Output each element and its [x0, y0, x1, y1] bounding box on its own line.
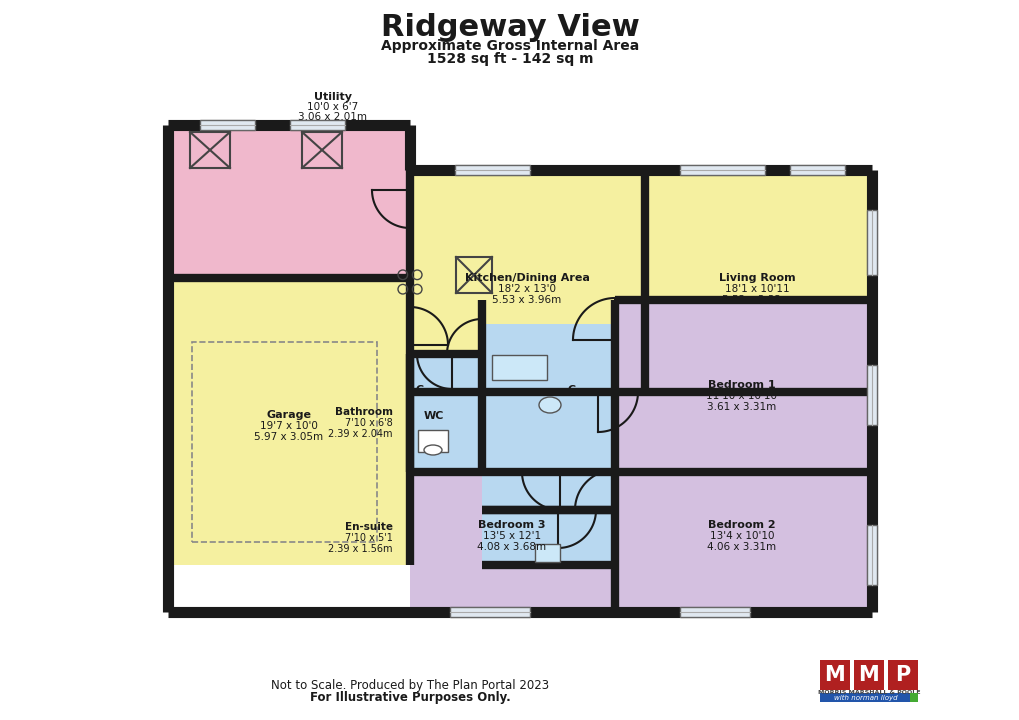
Text: Bedroom 3: Bedroom 3	[478, 520, 545, 530]
Bar	[302, 132, 341, 168]
Text: Approximate Gross Internal Area: Approximate Gross Internal Area	[380, 39, 639, 53]
Text: C: C	[416, 385, 424, 395]
Text: 7'10 x 6'8: 7'10 x 6'8	[344, 418, 392, 428]
Bar	[819, 660, 849, 690]
Text: 4.06 x 3.31m: 4.06 x 3.31m	[707, 542, 775, 552]
Text: Living Room: Living Room	[718, 273, 795, 283]
Bar	[168, 278, 410, 565]
Bar	[491, 355, 546, 380]
Text: Garage: Garage	[266, 410, 311, 420]
Bar	[455, 257, 491, 293]
Text: 5.97 x 3.05m: 5.97 x 3.05m	[254, 432, 323, 442]
Text: with norman lloyd: with norman lloyd	[834, 695, 897, 701]
Bar	[790, 165, 844, 175]
Text: Bedroom 2: Bedroom 2	[707, 520, 775, 530]
Text: Not to Scale. Produced by The Plan Portal 2023: Not to Scale. Produced by The Plan Porta…	[271, 678, 548, 691]
Text: 5.52 x 3.32m: 5.52 x 3.32m	[721, 295, 791, 305]
Text: 3.06 x 2.01m: 3.06 x 2.01m	[299, 112, 367, 122]
Bar	[410, 392, 644, 472]
Bar	[866, 525, 876, 585]
Bar	[819, 693, 917, 702]
Text: Kitchen/Dining Area: Kitchen/Dining Area	[464, 273, 589, 283]
Bar	[418, 430, 447, 452]
Text: Ridgeway View: Ridgeway View	[380, 12, 639, 42]
Bar	[614, 469, 871, 612]
Text: 18'1 x 10'11: 18'1 x 10'11	[723, 284, 789, 294]
Bar	[614, 300, 871, 472]
Bar	[454, 165, 530, 175]
Text: WC: WC	[424, 411, 443, 421]
Ellipse shape	[538, 397, 560, 413]
Bar	[192, 342, 377, 542]
Text: P: P	[895, 665, 910, 685]
Bar	[866, 365, 876, 425]
Text: 2.39 x 2.04m: 2.39 x 2.04m	[328, 429, 392, 439]
Bar	[482, 510, 614, 565]
Bar	[680, 165, 764, 175]
Text: 10'0 x 6'7: 10'0 x 6'7	[307, 102, 359, 112]
Bar	[680, 607, 749, 617]
Text: MORRIS MARSHALL & POOLE: MORRIS MARSHALL & POOLE	[817, 690, 919, 695]
Text: C: C	[568, 385, 576, 395]
Text: En-suite: En-suite	[344, 522, 392, 532]
Bar	[644, 170, 871, 392]
Text: For Illustrative Purposes Only.: For Illustrative Purposes Only.	[310, 691, 510, 704]
Bar	[535, 544, 559, 562]
Text: 13'5 x 12'1: 13'5 x 12'1	[482, 531, 540, 541]
Text: 4.08 x 3.68m: 4.08 x 3.68m	[477, 542, 546, 552]
Bar	[289, 120, 344, 130]
Text: M: M	[823, 665, 845, 685]
Bar	[410, 170, 644, 392]
Bar	[909, 693, 917, 702]
Bar	[410, 354, 482, 472]
Bar	[410, 469, 614, 612]
Text: 18'2 x 13'0: 18'2 x 13'0	[497, 284, 555, 294]
Text: 7'10 x 5'1: 7'10 x 5'1	[344, 533, 392, 543]
Text: 19'7 x 10'0: 19'7 x 10'0	[260, 421, 318, 431]
Text: 13'4 x 10'10: 13'4 x 10'10	[709, 531, 773, 541]
Text: 1528 sq ft - 142 sq m: 1528 sq ft - 142 sq m	[426, 52, 593, 66]
Text: M: M	[858, 665, 878, 685]
Bar	[853, 660, 883, 690]
Bar	[200, 120, 255, 130]
Bar	[168, 130, 410, 278]
Bar	[482, 324, 614, 510]
Text: 2.39 x 1.56m: 2.39 x 1.56m	[328, 544, 392, 554]
Text: 11'10 x 10'10: 11'10 x 10'10	[706, 391, 776, 401]
Bar	[449, 607, 530, 617]
Bar	[888, 660, 917, 690]
Text: 5.53 x 3.96m: 5.53 x 3.96m	[492, 295, 561, 305]
Text: Utility: Utility	[314, 92, 352, 102]
Text: Bathroom: Bathroom	[334, 407, 392, 417]
Bar	[190, 132, 229, 168]
Text: Bedroom 1: Bedroom 1	[707, 380, 775, 390]
Ellipse shape	[424, 445, 441, 455]
Text: 3.61 x 3.31m: 3.61 x 3.31m	[707, 402, 775, 412]
Bar	[866, 210, 876, 275]
